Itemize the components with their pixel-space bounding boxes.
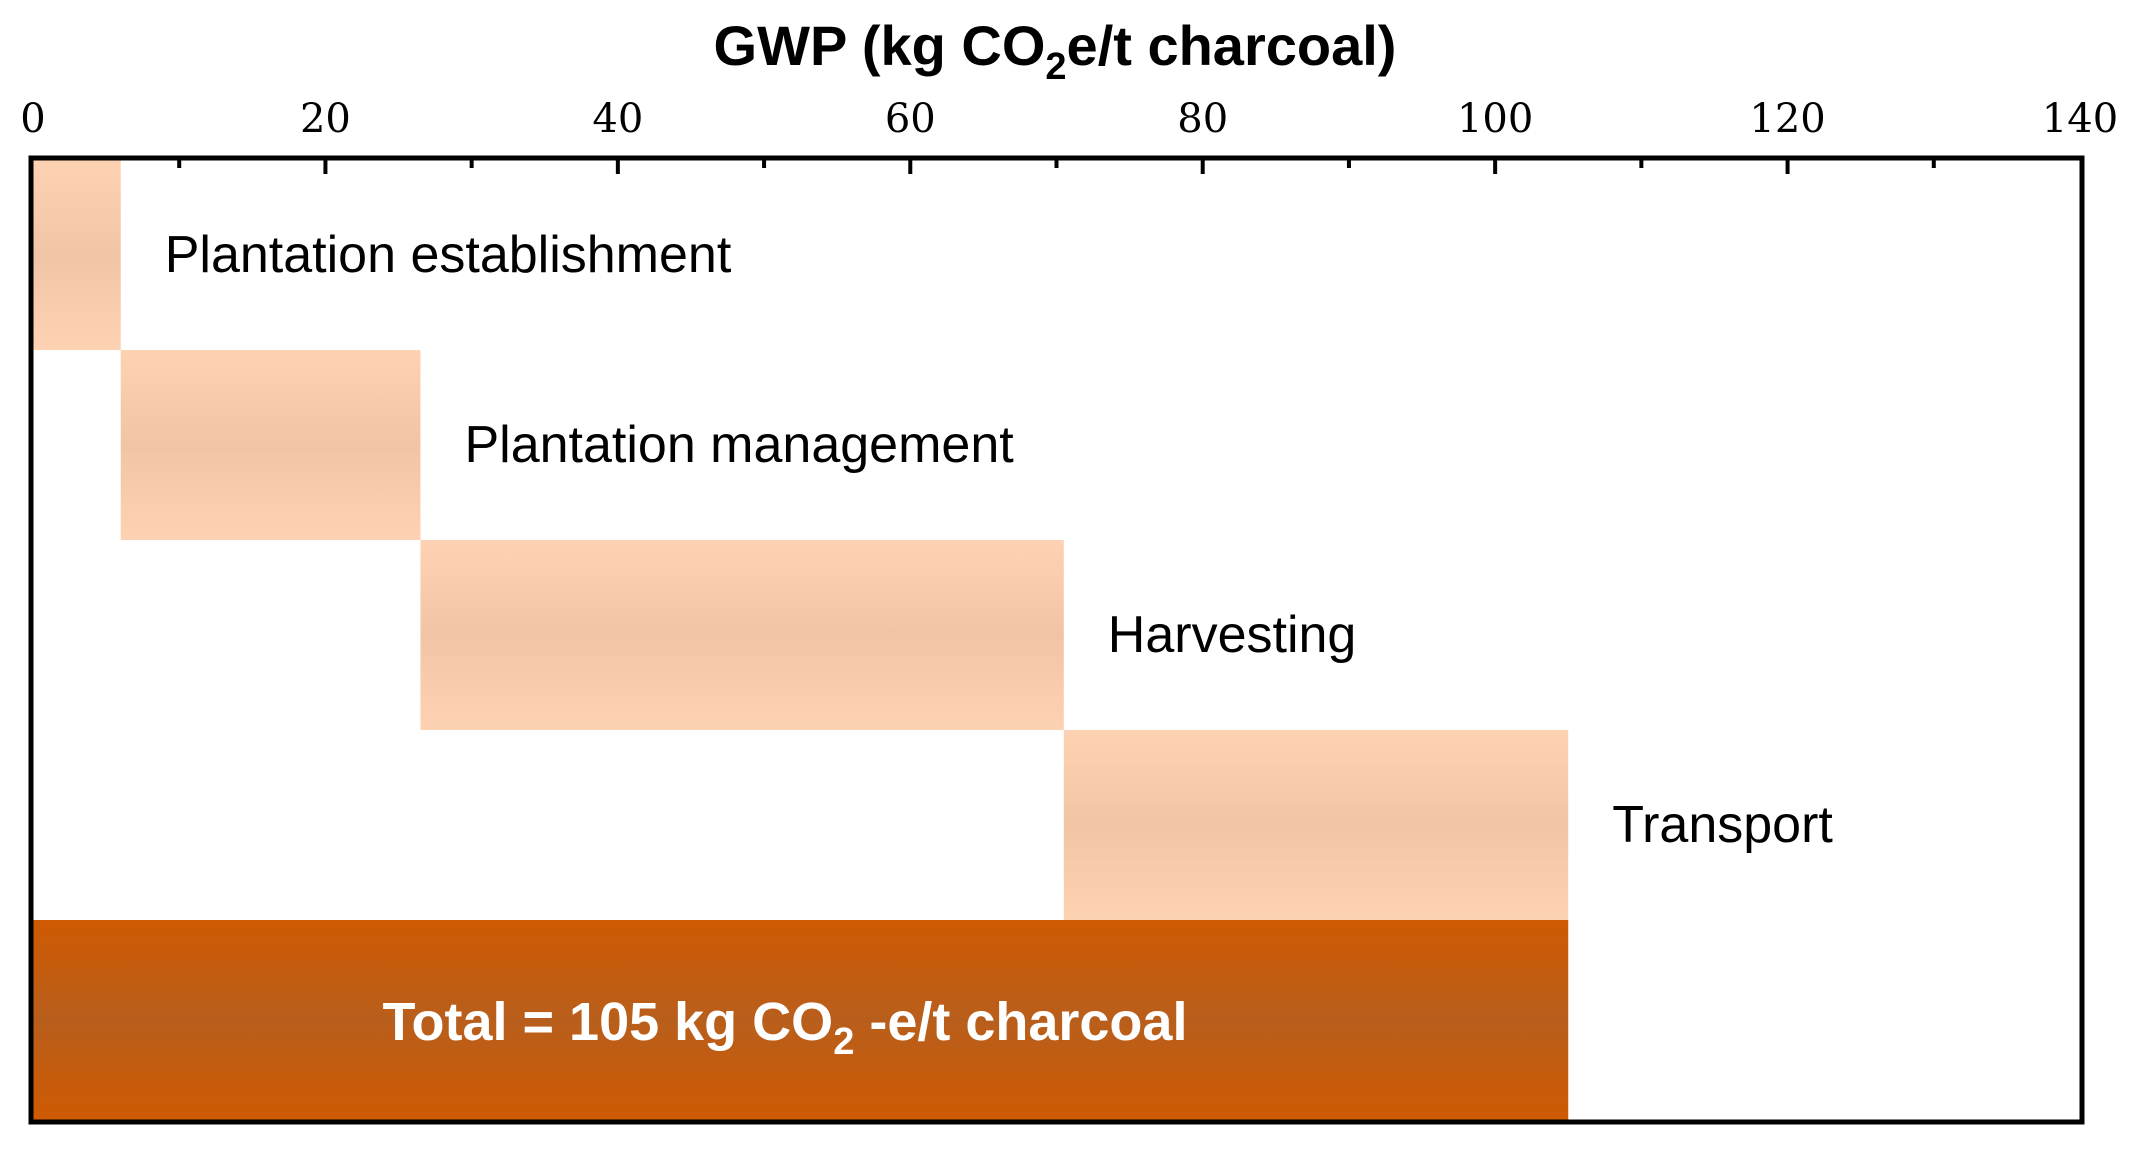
stage-bar-transport [1063,730,1569,920]
stage-bar-harvesting [420,540,1064,730]
stage-label-plantation-establishment: Plantation establishment [165,226,732,284]
total-bar-group [33,920,1569,1120]
x-tick-label: 80 [1177,96,1228,142]
x-tick-label: 120 [1749,96,1825,142]
stage-label-plantation-management: Plantation management [464,416,1014,474]
x-tick-label: 140 [2042,96,2118,142]
stage-bars: Plantation establishment Plantation manag… [33,160,1833,920]
x-tick-label: 20 [300,96,351,142]
x-axis-tick-labels: 0 20 40 60 80 100 120 140 [20,96,2118,142]
x-tick-label: 60 [885,96,936,142]
stage-bar-plantation-establishment [33,160,121,350]
stage-bar-plantation-management [120,350,421,540]
plot-frame [28,155,2085,1125]
total-bar [33,920,1569,1120]
x-tick-label: 100 [1457,96,1533,142]
stage-label-harvesting: Harvesting [1108,606,1357,664]
stage-label-transport: Transport [1612,796,1833,854]
x-axis-title: GWP (kg CO2e/t charcoal) [714,14,1397,88]
total-label: Total = 105 kg CO2 -e/t charcoal [383,992,1188,1063]
x-tick-label: 0 [20,96,45,142]
x-tick-label: 40 [592,96,643,142]
